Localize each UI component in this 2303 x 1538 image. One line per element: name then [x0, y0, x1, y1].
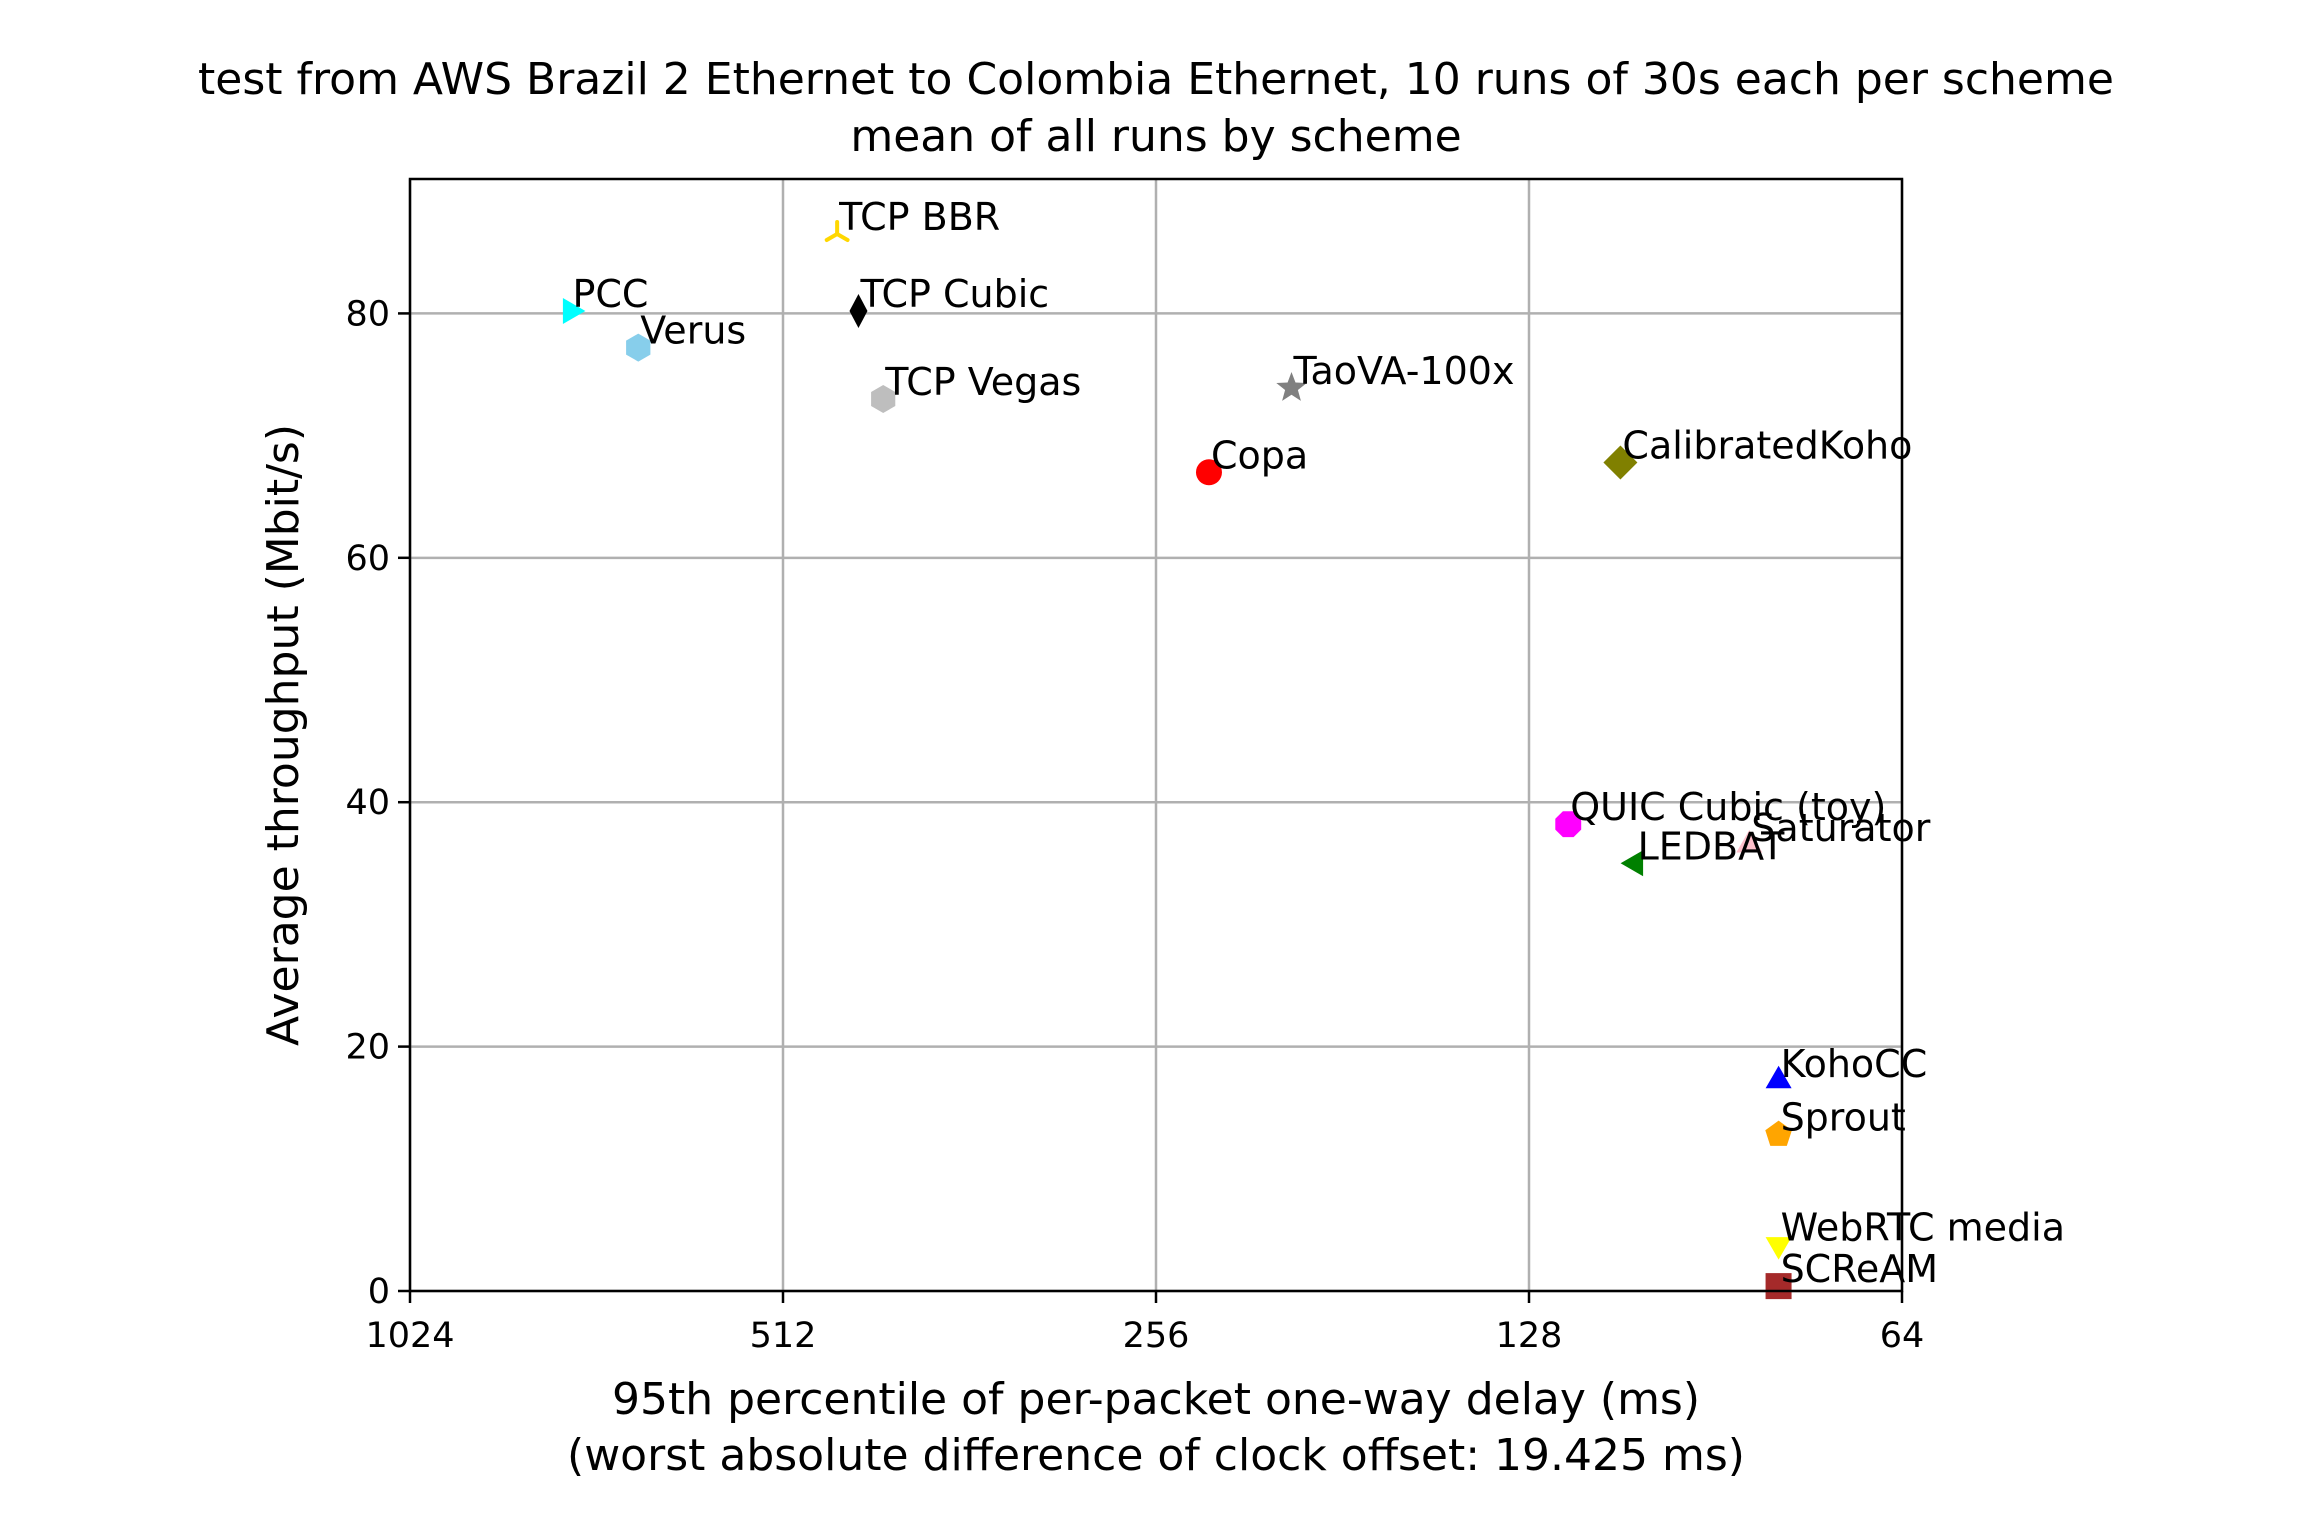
- x-axis-label-line-1: 95th percentile of per-packet one-way de…: [612, 1374, 1700, 1425]
- data-point-verus: [626, 333, 651, 362]
- point-label-quic-cubic-toy: QUIC Cubic (toy): [1570, 785, 1886, 829]
- point-label-pcc: PCC: [572, 272, 648, 316]
- data-point-ledbat: [1620, 850, 1644, 877]
- y-tick-label: 60: [345, 539, 390, 579]
- data-point-pcc: [562, 298, 586, 324]
- data-point-tcp-vegas: [871, 385, 896, 413]
- x-tick-label: 64: [1880, 1316, 1925, 1356]
- x-tick-label: 512: [750, 1316, 817, 1356]
- point-label-taova-100x: TaoVA-100x: [1293, 349, 1515, 393]
- point-label-ledbat: LEDBAT: [1638, 824, 1786, 868]
- y-tick-label: 40: [345, 783, 390, 823]
- x-axis-label-line-2: (worst absolute difference of clock offs…: [567, 1430, 1745, 1481]
- point-label-webrtc-media: WebRTC media: [1781, 1206, 2065, 1250]
- point-label-verus: Verus: [640, 309, 746, 353]
- data-point-saturator: [1736, 830, 1763, 853]
- x-tick-label: 128: [1496, 1316, 1563, 1356]
- y-tick-label: 0: [368, 1272, 390, 1312]
- data-point-tcp-cubic: [849, 293, 868, 328]
- chart-title-line-2: mean of all runs by scheme: [850, 111, 1461, 162]
- data-point-webrtc-media: [1765, 1237, 1792, 1260]
- data-point-copa: [1195, 459, 1222, 486]
- x-tick-label: 1024: [365, 1316, 454, 1356]
- data-points: [562, 219, 1792, 1300]
- point-label-kohocc: KohoCC: [1781, 1042, 1928, 1086]
- data-point-scream: [1765, 1273, 1792, 1300]
- axis-ticks: 1024 512 256 128 64 0 20 40 60 80: [345, 294, 1924, 1356]
- data-point-sprout: [1765, 1120, 1792, 1146]
- y-axis-label: Average throughput (Mbit/s): [258, 424, 309, 1046]
- data-point-kohocc: [1765, 1065, 1792, 1089]
- point-label-sprout: Sprout: [1781, 1096, 1906, 1140]
- chart-title-line-1: test from AWS Brazil 2 Ethernet to Colom…: [198, 54, 2114, 105]
- y-tick-label: 20: [345, 1028, 390, 1068]
- point-label-tcp-bbr: TCP BBR: [838, 195, 1000, 239]
- data-point-tcp-bbr: [824, 219, 850, 242]
- data-point-taova-100x: [1276, 372, 1307, 401]
- data-point-quic-cubic-toy: [1555, 811, 1582, 838]
- point-label-calibratedkoho: CalibratedKoho: [1622, 423, 1912, 467]
- point-label-scream: SCReAM: [1781, 1247, 1939, 1291]
- point-labels: TCP BBR PCC TCP Cubic Verus TCP Vegas TaoVA-1…: [572, 195, 2065, 1291]
- point-label-tcp-cubic: TCP Cubic: [859, 272, 1049, 316]
- data-point-calibratedkoho: [1603, 445, 1638, 480]
- point-label-tcp-vegas: TCP Vegas: [884, 360, 1081, 404]
- point-label-copa: Copa: [1211, 433, 1308, 477]
- x-tick-label: 256: [1123, 1316, 1190, 1356]
- y-tick-label: 80: [345, 294, 390, 334]
